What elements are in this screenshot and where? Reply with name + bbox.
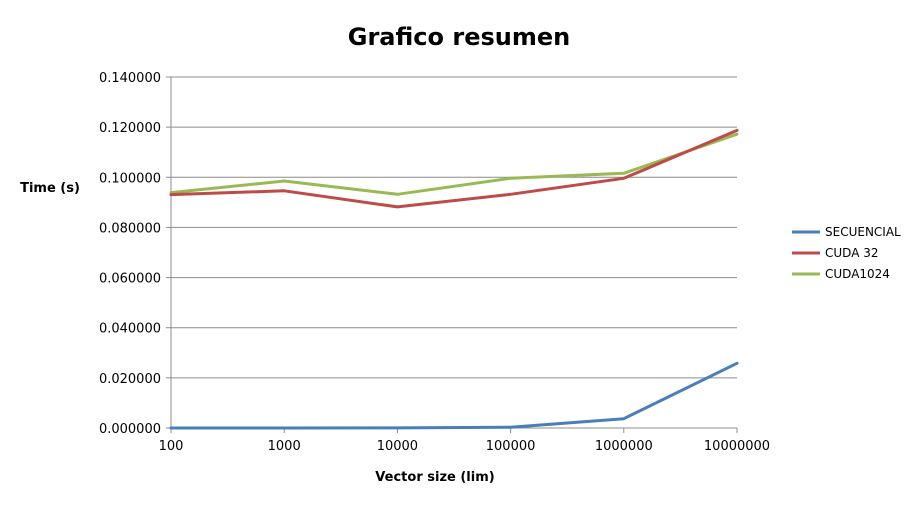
x-tick-labels: 100 1000 10000 100000 1000000 10000000 xyxy=(159,439,771,454)
y-axis-title: Time (s) xyxy=(20,181,80,196)
y-tick-label: 0.100000 xyxy=(99,171,161,186)
x-tick-label: 10000 xyxy=(377,439,418,454)
grid xyxy=(166,76,738,433)
x-tick-label: 1000000 xyxy=(595,439,653,454)
legend-label: CUDA 32 xyxy=(825,246,878,260)
x-tick-label: 10000000 xyxy=(704,439,770,454)
y-tick-label: 0.020000 xyxy=(99,372,161,387)
series-line-secuencial xyxy=(169,361,739,430)
series-line-cuda-32 xyxy=(169,128,739,209)
legend-label: CUDA1024 xyxy=(825,267,890,281)
y-tick-label: 0.040000 xyxy=(99,322,161,337)
y-tick-labels: 0.000000 0.020000 0.040000 0.060000 0.080000… xyxy=(99,71,161,437)
y-tick-label: 0.000000 xyxy=(99,422,161,437)
x-tick-label: 100000 xyxy=(486,439,536,454)
chart-title: Grafico resumen xyxy=(348,23,570,51)
x-axis-title: Vector size (lim) xyxy=(375,470,494,485)
series-lines xyxy=(169,128,739,430)
legend: SECUENCIAL CUDA 32 CUDA1024 xyxy=(792,225,901,281)
x-tick-label: 100 xyxy=(159,439,184,454)
y-tick-label: 0.140000 xyxy=(99,71,161,86)
series-line-cuda1024 xyxy=(169,132,739,196)
y-tick-label: 0.120000 xyxy=(99,121,161,136)
y-tick-label: 0.060000 xyxy=(99,272,161,287)
y-tick-label: 0.080000 xyxy=(99,221,161,236)
legend-label: SECUENCIAL xyxy=(825,225,901,239)
x-tick-label: 1000 xyxy=(268,439,301,454)
